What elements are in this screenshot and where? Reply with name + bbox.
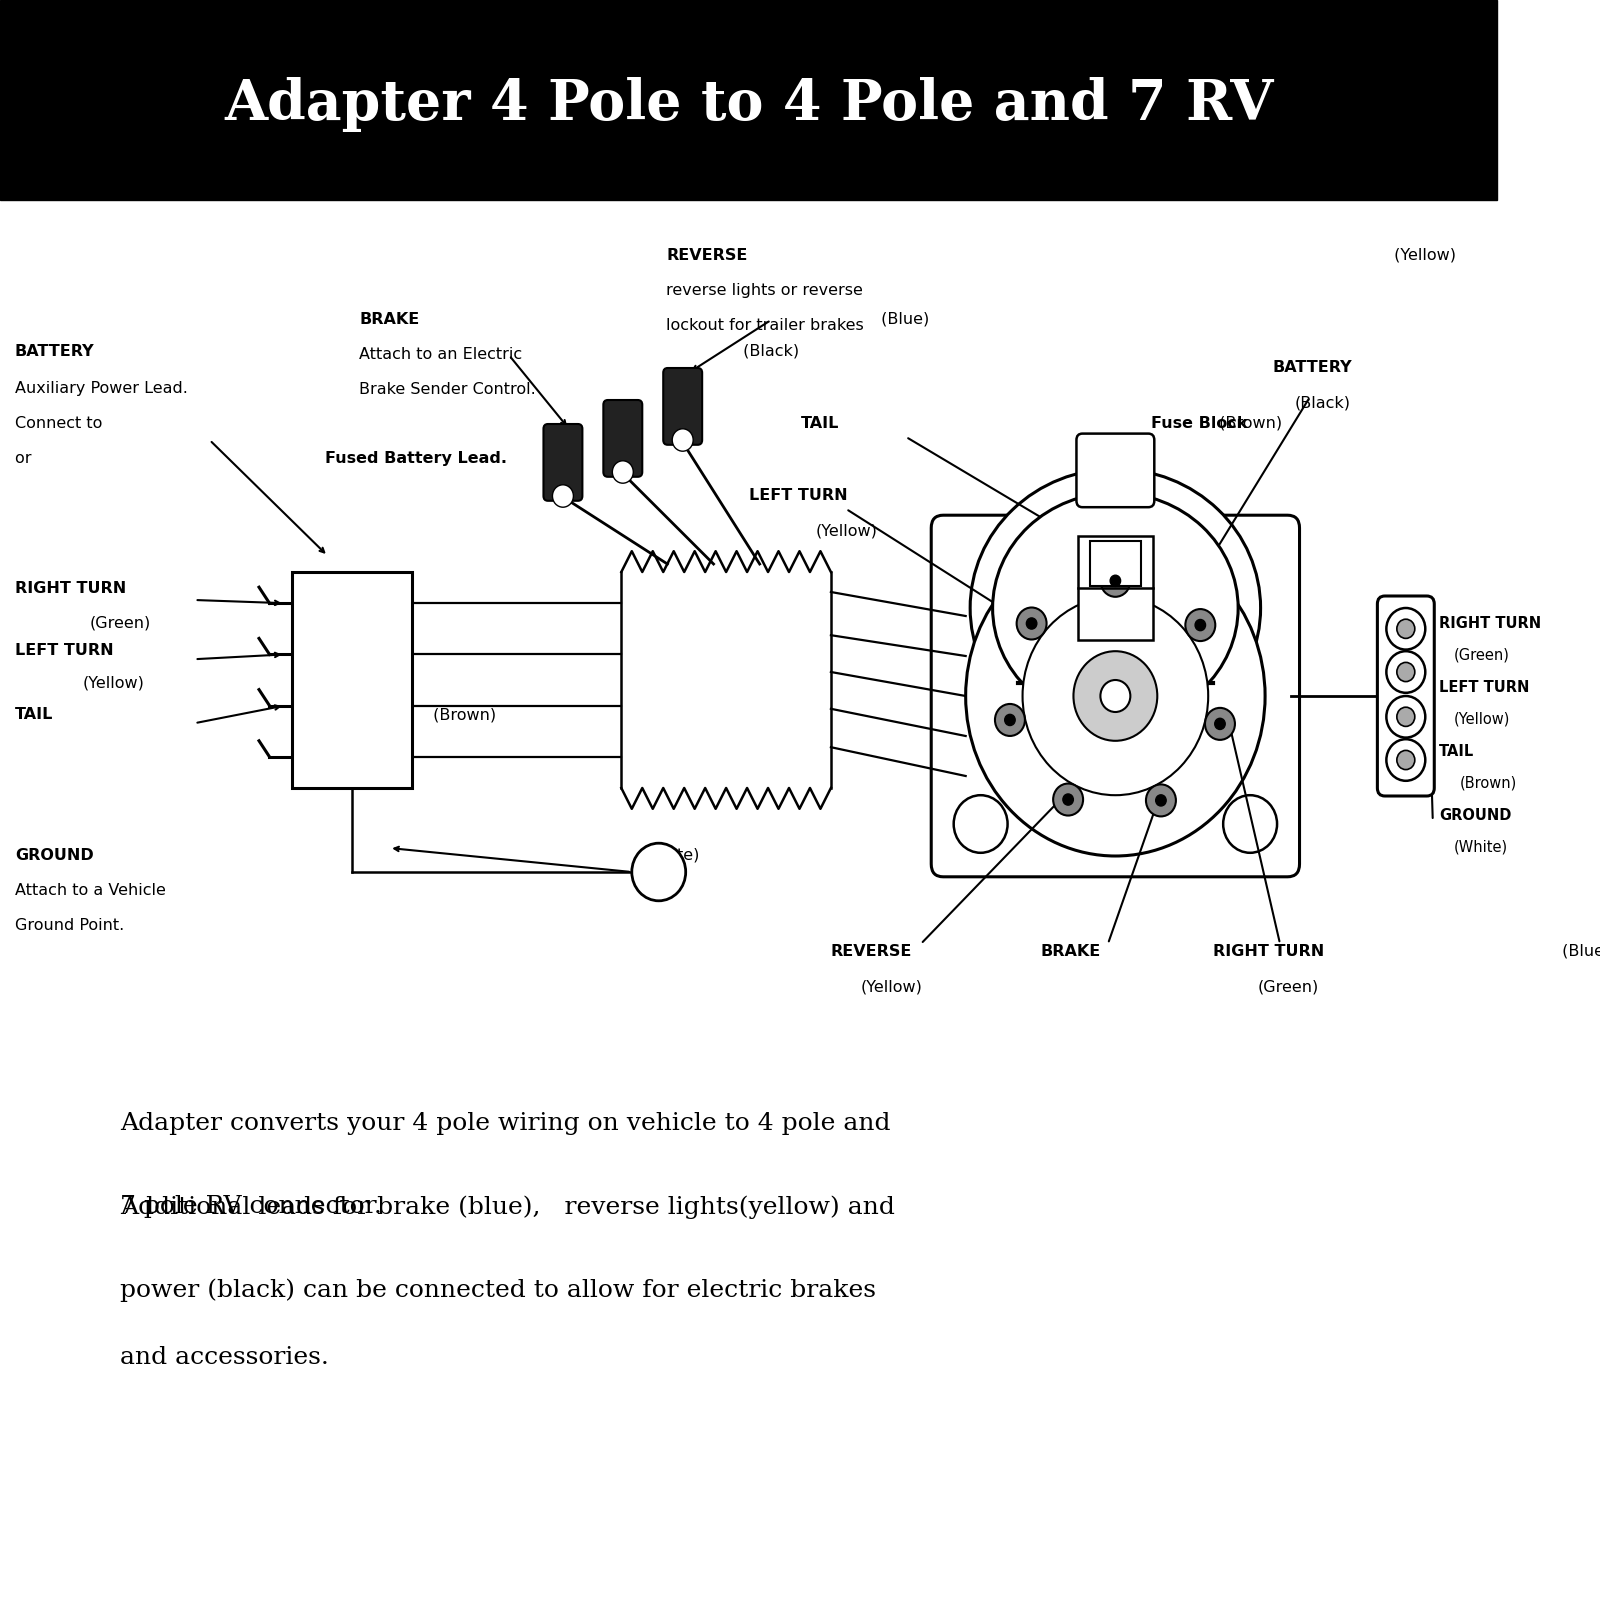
FancyBboxPatch shape bbox=[291, 573, 411, 789]
Text: (Green): (Green) bbox=[1258, 979, 1318, 994]
Text: (Yellow): (Yellow) bbox=[816, 523, 878, 538]
Text: (Blue): (Blue) bbox=[1557, 944, 1600, 958]
Circle shape bbox=[1386, 608, 1426, 650]
Text: (Yellow): (Yellow) bbox=[1389, 248, 1456, 262]
Text: (Yellow): (Yellow) bbox=[1454, 712, 1510, 726]
FancyBboxPatch shape bbox=[544, 424, 582, 501]
FancyBboxPatch shape bbox=[1077, 434, 1154, 507]
Text: (Yellow): (Yellow) bbox=[861, 979, 923, 994]
Text: RIGHT TURN: RIGHT TURN bbox=[14, 581, 126, 595]
Circle shape bbox=[1386, 651, 1426, 693]
Text: Attach to an Electric: Attach to an Electric bbox=[360, 347, 523, 362]
Text: RIGHT TURN: RIGHT TURN bbox=[1438, 616, 1541, 630]
FancyBboxPatch shape bbox=[603, 400, 642, 477]
Circle shape bbox=[1195, 619, 1205, 630]
Text: TAIL: TAIL bbox=[1438, 744, 1474, 758]
Circle shape bbox=[1397, 750, 1414, 770]
Text: LEFT TURN: LEFT TURN bbox=[1438, 680, 1530, 694]
Text: (Blue): (Blue) bbox=[875, 312, 930, 326]
Text: (Green): (Green) bbox=[1454, 648, 1510, 662]
Text: BRAKE: BRAKE bbox=[360, 312, 419, 326]
Text: BRAKE: BRAKE bbox=[1040, 944, 1101, 958]
Text: BATTERY: BATTERY bbox=[14, 344, 94, 358]
Text: RIGHT TURN: RIGHT TURN bbox=[1213, 944, 1323, 958]
Circle shape bbox=[1155, 795, 1166, 806]
Circle shape bbox=[1005, 714, 1014, 725]
Text: (White): (White) bbox=[1454, 840, 1507, 854]
Circle shape bbox=[995, 704, 1026, 736]
Text: (Green): (Green) bbox=[90, 616, 150, 630]
Text: (Brown): (Brown) bbox=[1214, 416, 1282, 430]
Text: or: or bbox=[14, 451, 37, 466]
Text: LEFT TURN: LEFT TURN bbox=[14, 643, 114, 658]
Text: (White): (White) bbox=[635, 848, 699, 862]
Circle shape bbox=[613, 461, 634, 483]
Circle shape bbox=[1101, 680, 1130, 712]
Circle shape bbox=[1053, 784, 1083, 816]
Text: and accessories.: and accessories. bbox=[120, 1346, 328, 1368]
Text: Connect to: Connect to bbox=[14, 416, 107, 430]
Text: BATTERY: BATTERY bbox=[1272, 360, 1352, 374]
Text: Auxiliary Power Lead.: Auxiliary Power Lead. bbox=[14, 381, 187, 395]
Circle shape bbox=[1026, 618, 1037, 629]
Circle shape bbox=[1222, 795, 1277, 853]
FancyBboxPatch shape bbox=[931, 515, 1299, 877]
Circle shape bbox=[1110, 576, 1120, 587]
Text: 7 pole RV connector.: 7 pole RV connector. bbox=[120, 1195, 382, 1218]
Circle shape bbox=[1146, 784, 1176, 816]
Text: lockout for trailer brakes: lockout for trailer brakes bbox=[666, 318, 864, 333]
FancyBboxPatch shape bbox=[1378, 597, 1434, 797]
Circle shape bbox=[1397, 662, 1414, 682]
Text: (Black): (Black) bbox=[738, 344, 800, 358]
Text: (Brown): (Brown) bbox=[1459, 776, 1517, 790]
Text: TAIL: TAIL bbox=[802, 416, 840, 430]
FancyBboxPatch shape bbox=[1078, 536, 1154, 640]
Circle shape bbox=[966, 536, 1266, 856]
Text: Fuse Block: Fuse Block bbox=[1152, 416, 1248, 430]
Ellipse shape bbox=[992, 493, 1238, 723]
Text: GROUND: GROUND bbox=[14, 848, 94, 862]
Text: TAIL: TAIL bbox=[14, 707, 53, 722]
Text: Fused Battery Lead.: Fused Battery Lead. bbox=[325, 451, 507, 466]
Circle shape bbox=[672, 429, 693, 451]
Circle shape bbox=[1074, 651, 1157, 741]
Text: REVERSE: REVERSE bbox=[830, 944, 912, 958]
Circle shape bbox=[1016, 608, 1046, 640]
FancyBboxPatch shape bbox=[0, 0, 1498, 200]
Text: Additional leads for brake (blue),   reverse lights(yellow) and: Additional leads for brake (blue), rever… bbox=[120, 1195, 894, 1219]
Text: LEFT TURN: LEFT TURN bbox=[749, 488, 848, 502]
Circle shape bbox=[552, 485, 573, 507]
Circle shape bbox=[954, 795, 1008, 853]
FancyBboxPatch shape bbox=[1090, 541, 1141, 586]
Text: (Black): (Black) bbox=[1294, 395, 1350, 410]
FancyBboxPatch shape bbox=[664, 368, 702, 445]
Text: REVERSE: REVERSE bbox=[666, 248, 747, 262]
Circle shape bbox=[1186, 610, 1216, 642]
Circle shape bbox=[1397, 619, 1414, 638]
Text: power (black) can be connected to allow for electric brakes: power (black) can be connected to allow … bbox=[120, 1278, 875, 1302]
Text: (Brown): (Brown) bbox=[429, 707, 496, 722]
Text: Adapter converts your 4 pole wiring on vehicle to 4 pole and: Adapter converts your 4 pole wiring on v… bbox=[120, 1112, 890, 1134]
Circle shape bbox=[632, 843, 686, 901]
Circle shape bbox=[1386, 739, 1426, 781]
Text: Brake Sender Control.: Brake Sender Control. bbox=[360, 382, 536, 397]
Circle shape bbox=[1397, 707, 1414, 726]
Text: (Yellow): (Yellow) bbox=[82, 675, 144, 690]
Text: GROUND: GROUND bbox=[1438, 808, 1510, 822]
Circle shape bbox=[1205, 707, 1235, 739]
Text: Ground Point.: Ground Point. bbox=[14, 918, 125, 933]
FancyBboxPatch shape bbox=[1018, 653, 1213, 714]
Text: reverse lights or reverse: reverse lights or reverse bbox=[666, 283, 862, 298]
Circle shape bbox=[1062, 794, 1074, 805]
Circle shape bbox=[1386, 696, 1426, 738]
Text: Attach to a Vehicle: Attach to a Vehicle bbox=[14, 883, 166, 898]
Ellipse shape bbox=[970, 469, 1261, 747]
Circle shape bbox=[1022, 597, 1208, 795]
Circle shape bbox=[1101, 565, 1130, 597]
Text: Adapter 4 Pole to 4 Pole and 7 RV: Adapter 4 Pole to 4 Pole and 7 RV bbox=[224, 77, 1274, 131]
Circle shape bbox=[1214, 718, 1226, 730]
